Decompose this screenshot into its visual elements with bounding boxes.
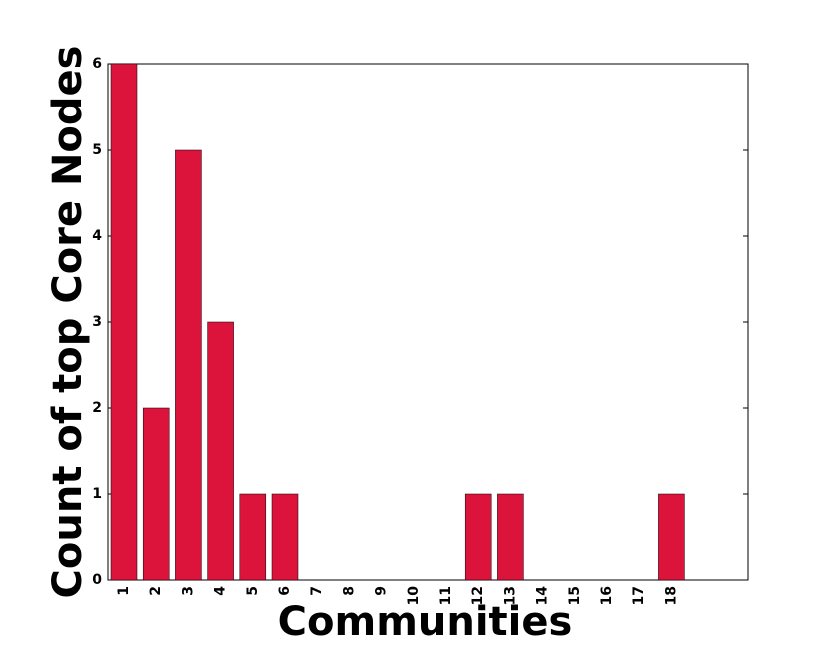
x-tick-label: 14 bbox=[535, 586, 551, 606]
bar bbox=[658, 493, 685, 581]
bar bbox=[464, 493, 492, 581]
x-tick-label: 4 bbox=[213, 586, 229, 596]
x-axis-label: Communities bbox=[278, 599, 573, 645]
x-tick-label: 13 bbox=[502, 586, 518, 605]
y-tick-label: 2 bbox=[92, 400, 102, 416]
x-tick-label: 5 bbox=[245, 586, 261, 596]
x-tick-label: 12 bbox=[470, 586, 486, 605]
x-tick-label: 8 bbox=[341, 586, 357, 596]
x-tick-label: 2 bbox=[148, 586, 164, 596]
y-tick-label: 6 bbox=[92, 56, 102, 72]
x-tick-label: 11 bbox=[438, 586, 454, 605]
x-tick-label: 10 bbox=[406, 586, 422, 606]
y-tick-label: 3 bbox=[92, 314, 102, 330]
x-tick-label: 3 bbox=[180, 586, 196, 596]
x-tick-label: 17 bbox=[631, 586, 647, 605]
x-tick-label: 18 bbox=[663, 586, 679, 605]
bar bbox=[207, 321, 234, 581]
x-tick-label: 9 bbox=[374, 586, 390, 596]
y-tick-label: 5 bbox=[92, 142, 102, 158]
x-tick-label: 15 bbox=[567, 586, 583, 605]
y-axis-label: Count of top Core Nodes bbox=[45, 46, 91, 599]
bar bbox=[175, 149, 202, 581]
bar bbox=[497, 493, 524, 581]
bar bbox=[110, 63, 138, 581]
x-tick-label: 1 bbox=[116, 586, 132, 596]
x-tick-label: 7 bbox=[309, 586, 325, 596]
y-tick-label: 0 bbox=[92, 572, 102, 588]
bar bbox=[271, 493, 299, 581]
plot-frame bbox=[107, 63, 749, 581]
bar bbox=[142, 407, 170, 581]
y-tick-label: 1 bbox=[92, 486, 102, 502]
x-tick-label: 6 bbox=[277, 586, 293, 596]
x-tick-label: 16 bbox=[599, 586, 615, 605]
y-tick-label: 4 bbox=[92, 228, 102, 244]
bar bbox=[239, 493, 267, 581]
